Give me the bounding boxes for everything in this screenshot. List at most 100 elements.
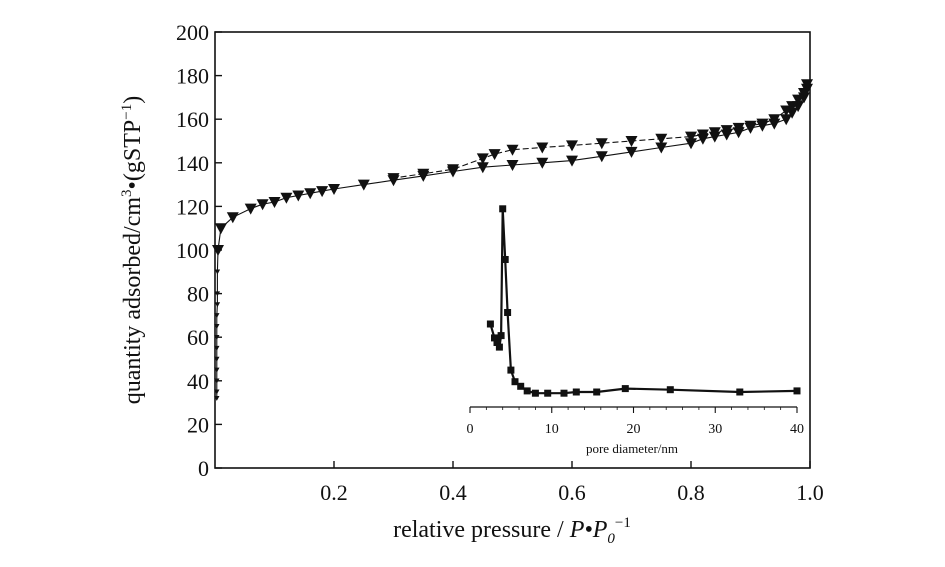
adsorption-point [226, 212, 239, 224]
y-tick-label: 200 [176, 20, 209, 45]
desorption-point [595, 138, 608, 150]
desorption-point [566, 140, 578, 152]
y-tick-label: 160 [176, 107, 209, 132]
adsorption-point [625, 146, 638, 158]
pore-distribution-point [507, 366, 515, 374]
desorption-point [768, 114, 781, 126]
adsorption-point [214, 389, 220, 395]
y-tick-label: 20 [187, 412, 209, 437]
desorption-line [393, 84, 808, 179]
desorption-point [720, 125, 733, 137]
pore-distribution-point [736, 388, 744, 396]
desorption-point [655, 133, 668, 145]
adsorption-point [212, 245, 224, 256]
inset-plot-area [486, 205, 801, 397]
main-plot-area [212, 79, 813, 401]
desorption-point [732, 122, 745, 134]
desorption-point [476, 153, 489, 165]
x-tick-label: 0.6 [558, 480, 586, 505]
inset-x-tick-label: 0 [467, 422, 474, 437]
adsorption-point [780, 114, 793, 126]
desorption-point [744, 120, 757, 132]
pore-distribution-point [523, 387, 531, 395]
y-tick-label: 100 [176, 238, 209, 263]
y-tick-label: 0 [198, 456, 209, 481]
pore-distribution-point [621, 385, 629, 393]
desorption-point [792, 94, 805, 106]
desorption-point [488, 149, 501, 161]
adsorption-point [316, 186, 329, 198]
adsorption-point [214, 223, 227, 235]
adsorption-point [685, 138, 697, 150]
adsorption-point [214, 302, 221, 308]
main-y-axis: 0 20 40 60 80 100 120 140 160 180 200 [176, 20, 222, 481]
adsorption-point [655, 142, 668, 154]
pore-distribution-point [517, 382, 525, 390]
adsorption-point [214, 367, 220, 373]
adsorption-point [214, 345, 220, 351]
desorption-point [685, 131, 697, 143]
inset-x-tick-label: 30 [708, 422, 722, 437]
inset-x-tick-label: 10 [545, 422, 559, 437]
desorption-point [387, 173, 400, 185]
adsorption-point [214, 269, 221, 275]
pore-distribution-point [497, 332, 505, 340]
y-tick-label: 40 [187, 369, 209, 394]
adsorption-point [595, 151, 608, 163]
desorption-point [417, 168, 430, 180]
adsorption-point [214, 378, 220, 384]
desorption-point [801, 79, 813, 91]
main-plot-frame [214, 31, 811, 469]
main-x-axis: 0.2 0.4 0.6 0.8 1.0 [320, 461, 824, 505]
main-x-axis-title: relative pressure / P•P0−1 [393, 515, 631, 547]
adsorption-point [506, 160, 519, 171]
adsorption-point [328, 184, 340, 195]
inset-x-axis: 0 10 20 30 40 [467, 407, 804, 437]
adsorption-point [357, 179, 370, 191]
x-tick-label: 0.2 [320, 480, 348, 505]
desorption-point [625, 136, 638, 147]
pore-distribution-point [666, 386, 674, 394]
desorption-point [798, 88, 810, 99]
pore-distribution-point [499, 205, 507, 213]
adsorption-point [214, 356, 220, 362]
y-tick-label: 140 [176, 151, 209, 176]
main-y-axis-title: quantity adsorbed/cm3•(gSTP−1) [119, 96, 146, 405]
adsorption-point [268, 197, 281, 208]
desorption-point [447, 164, 459, 176]
adsorption-point [476, 162, 489, 174]
y-tick-label: 180 [176, 64, 209, 89]
pore-distribution-point [495, 343, 503, 351]
adsorption-point [214, 334, 220, 340]
adsorption-point [304, 188, 317, 200]
inset-x-tick-label: 40 [790, 422, 804, 437]
desorption-point [536, 142, 549, 154]
y-tick-label: 80 [187, 282, 209, 307]
pore-distribution-point [572, 388, 580, 396]
x-tick-label: 0.8 [677, 480, 705, 505]
adsorption-point [244, 203, 257, 215]
adsorption-point [214, 324, 220, 329]
pore-distribution-point [486, 320, 494, 328]
pore-distribution-point [544, 389, 552, 397]
pore-distribution-point [493, 339, 501, 346]
adsorption-point [566, 155, 578, 167]
adsorption-point [280, 192, 293, 204]
desorption-point [780, 105, 793, 117]
pore-distribution-point [531, 389, 539, 397]
pore-distribution-point [793, 387, 801, 395]
pore-distribution-line [489, 207, 798, 395]
pore-distribution-point [501, 256, 509, 263]
pore-distribution-point [491, 334, 498, 342]
pore-distribution-point [511, 378, 519, 386]
desorption-point [708, 127, 721, 139]
x-tick-label: 1.0 [796, 480, 824, 505]
y-tick-label: 60 [187, 325, 209, 350]
pore-distribution-point [560, 389, 568, 397]
desorption-point [696, 129, 709, 141]
x-tick-label: 0.4 [439, 480, 467, 505]
inset-x-axis-title: pore diameter/nm [586, 441, 678, 456]
desorption-point [786, 101, 799, 113]
desorption-point [506, 144, 519, 156]
